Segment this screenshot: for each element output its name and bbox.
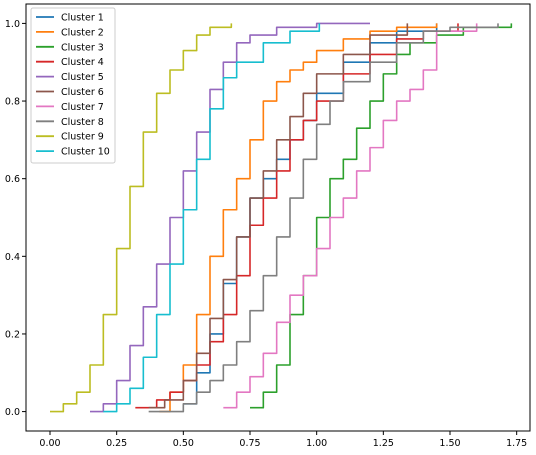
- x-tick-label: 1.25: [373, 438, 394, 449]
- series-line-8: [148, 23, 499, 413]
- x-tick-label: 0.25: [106, 438, 127, 449]
- series-layer: [50, 22, 513, 413]
- y-tick-label: 0.4: [5, 252, 20, 263]
- series-line-7: [223, 23, 478, 409]
- legend-label: Cluster 9: [61, 132, 104, 143]
- x-tick-label: 0.75: [239, 438, 260, 449]
- legend-label: Cluster 6: [61, 87, 104, 98]
- y-axis: 0.0 0.2 0.4 0.6 0.8 1.0: [5, 19, 26, 418]
- y-tick-label: 0.6: [5, 174, 20, 185]
- series-line-10: [103, 23, 321, 413]
- x-tick-label: 1.50: [439, 438, 460, 449]
- x-tick-label: 0.00: [39, 438, 60, 449]
- plot-frame: [25, 3, 531, 432]
- legend-label: Cluster 8: [61, 117, 104, 128]
- legend-label: Cluster 4: [61, 57, 104, 68]
- legend-label: Cluster 7: [61, 102, 104, 113]
- legend-label: Cluster 3: [61, 42, 104, 53]
- series-line-5: [90, 22, 370, 413]
- x-axis: 0.00 0.25 0.50 0.75 1.00 1.25 1.50 1.75: [39, 431, 527, 449]
- legend-label: Cluster 10: [61, 147, 110, 158]
- y-tick-label: 1.0: [5, 19, 20, 30]
- series-line-2: [159, 23, 438, 413]
- legend-label: Cluster 1: [61, 13, 104, 24]
- x-tick-label: 0.50: [173, 438, 194, 449]
- y-tick-label: 0.8: [5, 97, 20, 108]
- y-tick-label: 0.2: [5, 329, 20, 340]
- series-line-6: [148, 23, 409, 409]
- x-tick-label: 1.75: [506, 438, 527, 449]
- legend: Cluster 1 Cluster 2 Cluster 3 Cluster 4 Clus…: [30, 7, 116, 164]
- legend-label: Cluster 2: [61, 27, 104, 38]
- legend-label: Cluster 5: [61, 72, 104, 83]
- y-tick-label: 0.0: [5, 407, 20, 418]
- x-tick-label: 1.00: [306, 438, 327, 449]
- series-line-9: [50, 23, 233, 413]
